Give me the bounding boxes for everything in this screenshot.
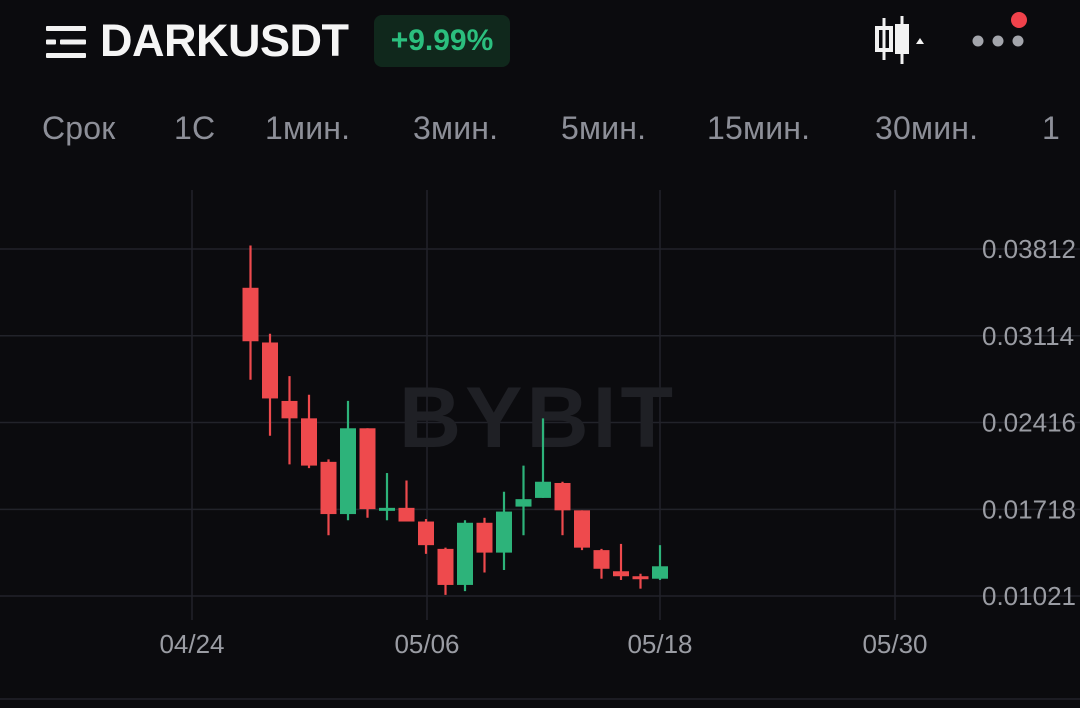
candle-up[interactable]: [496, 491, 512, 571]
tab-3min[interactable]: 3мин.: [413, 110, 499, 146]
candle-down[interactable]: [613, 543, 629, 580]
candle-body: [496, 511, 512, 553]
tab-5min[interactable]: 5мин.: [561, 110, 647, 146]
candle-body: [476, 522, 493, 553]
candle-body: [437, 548, 454, 585]
candle-body: [262, 342, 278, 399]
candle-down[interactable]: [418, 519, 434, 554]
y-tick-label: 0.02416: [982, 408, 1076, 438]
tab-1s[interactable]: 1С: [174, 110, 216, 146]
app-header: DARKUSDT +9.99%: [0, 0, 1080, 84]
y-axis: 0.03812 0.03114 0.02416 0.01718 0.01021: [982, 234, 1076, 611]
menu-icon[interactable]: [44, 24, 88, 60]
candle-body: [379, 507, 395, 511]
candlestick-settings-icon[interactable]: [872, 14, 928, 66]
candle-body: [359, 428, 376, 510]
candle-up[interactable]: [652, 545, 668, 580]
candle-up[interactable]: [457, 520, 473, 592]
candle-body: [574, 510, 590, 548]
candle-body: [632, 576, 649, 580]
candle-down[interactable]: [359, 428, 376, 518]
candle-body: [593, 550, 610, 569]
y-tick-label: 0.03812: [982, 234, 1076, 264]
candle-down[interactable]: [437, 547, 454, 595]
chart-grid: [0, 190, 1080, 700]
candle-down[interactable]: [476, 517, 493, 573]
candle-up[interactable]: [515, 465, 532, 536]
candle-down[interactable]: [262, 333, 278, 436]
candle-body: [613, 571, 629, 577]
more-icon[interactable]: [966, 10, 1032, 60]
watermark-logo: BYBIT: [399, 370, 677, 466]
candle-down[interactable]: [242, 245, 259, 380]
candle-down[interactable]: [398, 480, 415, 522]
candle-body: [301, 418, 317, 466]
candle-body: [457, 522, 473, 585]
tab-1min[interactable]: 1мин.: [265, 110, 351, 146]
candle-up[interactable]: [379, 473, 395, 521]
candle-down[interactable]: [554, 481, 571, 536]
timeframe-tabs: Срок 1С 1мин. 3мин. 5мин. 15мин. 30мин. …: [0, 104, 1080, 160]
x-tick-label: 04/24: [159, 629, 224, 659]
x-tick-label: 05/30: [862, 629, 927, 659]
tab-15min[interactable]: 15мин.: [707, 110, 811, 146]
x-tick-label: 05/06: [394, 629, 459, 659]
trading-pair-symbol[interactable]: DARKUSDT: [100, 15, 349, 66]
y-tick-label: 0.01021: [982, 581, 1076, 611]
candle-body: [652, 566, 668, 579]
tab-30min[interactable]: 30мин.: [875, 110, 979, 146]
candle-up[interactable]: [535, 418, 551, 498]
candle-body: [398, 507, 415, 522]
candle-body: [554, 482, 571, 511]
candle-body: [320, 461, 337, 515]
candle-down[interactable]: [281, 376, 298, 465]
candle-down[interactable]: [593, 548, 610, 579]
candle-body: [418, 521, 434, 546]
candles: [242, 245, 668, 595]
candle-body: [281, 400, 298, 419]
y-tick-label: 0.01718: [982, 494, 1076, 524]
candle-down[interactable]: [632, 573, 649, 589]
candle-body: [515, 499, 532, 507]
candle-down[interactable]: [320, 459, 337, 536]
candle-down[interactable]: [574, 510, 590, 551]
x-axis: 04/24 05/06 05/18 05/30: [159, 629, 927, 659]
candle-body: [340, 428, 356, 515]
candle-body: [535, 481, 551, 498]
timeframe-label[interactable]: Срок: [42, 110, 116, 146]
price-change-badge: +9.99%: [374, 15, 510, 67]
candle-down[interactable]: [301, 394, 317, 469]
tab-1h[interactable]: 1: [1042, 110, 1060, 146]
candle-body: [242, 287, 259, 342]
candle-up[interactable]: [340, 400, 356, 521]
x-tick-label: 05/18: [627, 629, 692, 659]
notification-dot: [1011, 12, 1027, 28]
y-tick-label: 0.03114: [982, 321, 1074, 351]
